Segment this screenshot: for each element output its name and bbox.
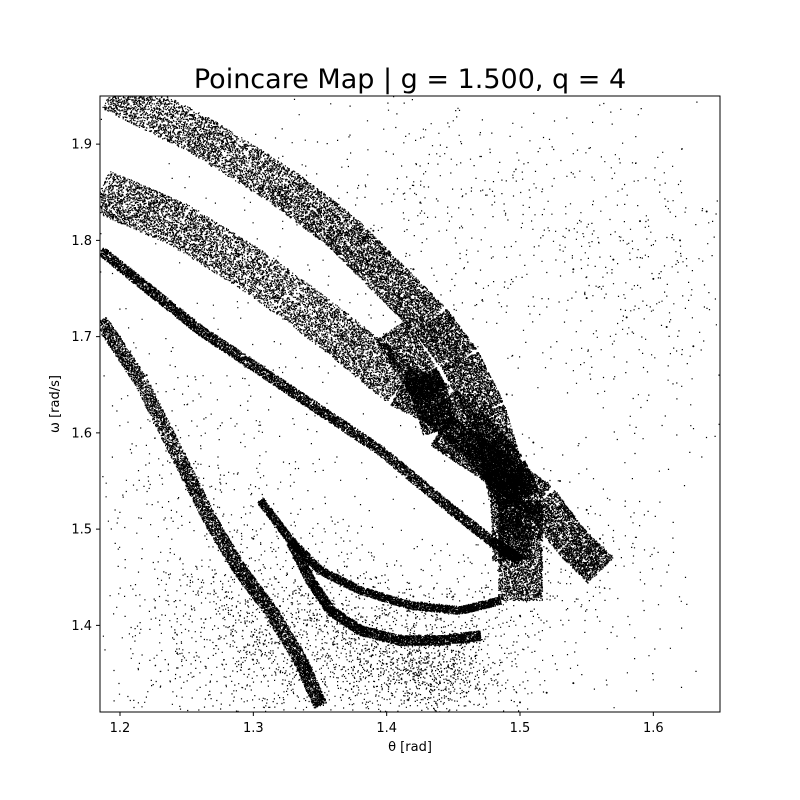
data-point <box>386 663 388 665</box>
data-point <box>412 596 414 598</box>
data-point <box>226 596 228 598</box>
data-point <box>492 413 494 415</box>
data-point <box>466 692 468 694</box>
data-point <box>172 432 174 434</box>
data-point <box>519 615 521 617</box>
data-point <box>439 682 441 684</box>
data-point <box>666 326 668 328</box>
data-point <box>252 634 254 636</box>
y-axis-ticks: 1.4 1.5 1.6 1.7 1.8 1.9 <box>71 138 100 634</box>
data-point <box>599 538 601 540</box>
data-point <box>239 615 241 617</box>
data-point <box>199 249 201 251</box>
data-point <box>506 393 508 395</box>
data-point <box>586 297 588 299</box>
y-axis-label: ω [rad/s] <box>48 375 63 433</box>
data-point <box>199 490 201 492</box>
data-point <box>559 480 561 482</box>
data-point <box>332 576 334 578</box>
y-tick-label: 1.9 <box>71 138 92 153</box>
data-point <box>372 586 374 588</box>
y-tick-label: 1.6 <box>71 426 92 441</box>
data-point <box>279 605 281 607</box>
data-point <box>306 624 308 626</box>
data-point <box>119 201 121 203</box>
data-point <box>359 653 361 655</box>
data-point <box>426 393 428 395</box>
data-point <box>399 393 401 395</box>
scatter-points <box>100 96 721 713</box>
y-tick-label: 1.8 <box>71 234 92 249</box>
data-point <box>572 682 574 684</box>
data-point <box>226 143 228 145</box>
data-point <box>466 461 468 463</box>
y-tick-label: 1.5 <box>71 523 92 538</box>
data-point <box>626 316 628 318</box>
data-point <box>639 220 641 222</box>
data-point <box>226 547 228 549</box>
data-point <box>706 211 708 213</box>
data-point <box>532 442 534 444</box>
x-tick-label: 1.4 <box>376 721 397 736</box>
plot-area <box>99 95 721 713</box>
data-point <box>332 644 334 646</box>
data-point <box>452 596 454 598</box>
data-point <box>159 220 161 222</box>
data-point <box>692 345 694 347</box>
data-point <box>519 701 521 703</box>
data-point <box>119 336 121 338</box>
x-tick-label: 1.2 <box>110 721 131 736</box>
data-point <box>412 673 414 675</box>
data-point <box>212 576 214 578</box>
chart-title: Poincare Map | g = 1.500, q = 4 <box>194 64 626 95</box>
data-point <box>572 268 574 270</box>
data-point <box>679 239 681 241</box>
data-point <box>466 384 468 386</box>
y-tick-label: 1.4 <box>71 619 92 634</box>
data-point <box>452 316 454 318</box>
data-point <box>252 538 254 540</box>
data-point <box>492 605 494 607</box>
data-point <box>546 547 548 549</box>
data-point <box>172 114 174 116</box>
data-point <box>372 230 374 232</box>
data-point <box>479 355 481 357</box>
x-tick-label: 1.6 <box>643 721 664 736</box>
x-tick-label: 1.3 <box>243 721 264 736</box>
data-point <box>612 259 614 261</box>
x-axis-label: θ [rad] <box>388 740 432 755</box>
data-point <box>439 403 441 405</box>
data-point <box>239 268 241 270</box>
data-point <box>426 673 428 675</box>
data-point <box>359 355 361 357</box>
data-point <box>319 326 321 328</box>
data-point <box>546 692 548 694</box>
data-point <box>292 557 294 559</box>
x-tick-label: 1.5 <box>510 721 531 736</box>
data-point <box>492 490 494 492</box>
data-point <box>519 519 521 521</box>
data-point <box>452 663 454 665</box>
x-axis-ticks: 1.2 1.3 1.4 1.5 1.6 <box>110 712 664 736</box>
data-point <box>439 432 441 434</box>
data-point <box>332 201 334 203</box>
data-point <box>252 586 254 588</box>
data-point <box>586 509 588 511</box>
scatter-texture <box>100 96 721 713</box>
data-point <box>279 172 281 174</box>
data-point <box>146 374 148 376</box>
y-tick-label: 1.7 <box>71 330 92 345</box>
data-point <box>279 297 281 299</box>
data-point <box>412 268 414 270</box>
data-point <box>652 278 654 280</box>
